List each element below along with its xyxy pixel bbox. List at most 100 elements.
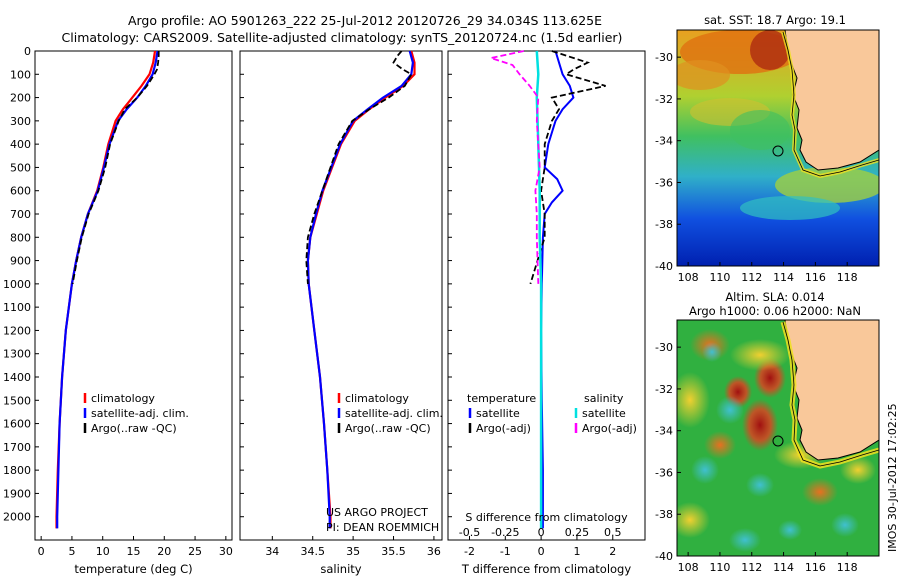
sla-anomaly [677,372,710,428]
y-tick-label: 1700 [3,441,31,454]
y-tick-label: 700 [10,208,31,221]
top-tick-label: 0 [538,526,545,539]
x-tick-label: 1 [573,545,580,558]
sla-anomaly [746,473,774,497]
x-tick-label: 35 [346,545,360,558]
legend-title: salinity [584,392,624,405]
legend-label: Argo(-adj) [582,422,637,435]
top-tick-label: 0.5 [604,526,622,539]
y-tick-label: 1900 [3,487,31,500]
y-tick-label: 2000 [3,511,31,524]
map-y-tick-label: -32 [655,93,673,106]
x-tick-label: 34 [265,545,279,558]
y-tick-label: 400 [10,138,31,151]
y-tick-label: 1600 [3,418,31,431]
map-x-tick-label: 112 [741,271,762,284]
sla-anomaly [702,342,722,362]
series-line [535,50,543,529]
sla-anomaly [802,478,838,506]
top-tick-label: 0.25 [565,526,590,539]
sla-anomaly [778,520,802,540]
map-y-tick-label: -40 [655,550,673,563]
x-axis-label: salinity [320,562,361,576]
series-line [71,51,160,285]
x-tick-label: 2 [609,545,616,558]
y-tick-label: 1100 [3,301,31,314]
legend-label: satellite-adj. clim. [345,407,443,420]
y-tick-label: 600 [10,185,31,198]
legend-label: satellite-adj. clim. [91,407,189,420]
x-axis-label: T difference from climatology [461,562,632,576]
sla-map: Altim. SLA: 0.014 Argo h1000: 0.06 h2000… [655,290,880,574]
map-x-tick-label: 112 [741,561,762,574]
x-tick-label: 35.5 [381,545,406,558]
y-tick-label: 300 [10,115,31,128]
legend-label: climatology [345,392,409,405]
legend-label: satellite [476,407,520,420]
sla-anomaly [691,456,719,484]
map-y-tick-label: -34 [655,425,673,438]
y-tick-label: 1300 [3,348,31,361]
series-line [305,50,413,284]
temperature-panel: 0100200300400500600700800900100011001200… [3,45,233,576]
legend-label: Argo(-adj) [476,422,531,435]
sla-map-title-2: Argo h1000: 0.06 h2000: NaN [689,304,861,318]
x-tick-label: 36 [427,545,441,558]
y-tick-label: 1500 [3,394,31,407]
project-label: US ARGO PROJECT [326,506,428,519]
plot-frame [447,50,646,541]
map-x-tick-label: 114 [773,561,794,574]
sla-anomaly [730,339,790,371]
legend-label: satellite [582,407,626,420]
sla-anomaly [716,396,744,424]
sla-anomaly [704,431,736,459]
map-x-tick-label: 116 [805,271,826,284]
map-x-tick-label: 110 [709,271,730,284]
map-y-tick-label: -30 [655,51,673,64]
x-tick-label: 10 [96,545,110,558]
map-y-tick-label: -36 [655,466,673,479]
series-line [529,50,606,285]
y-tick-label: 1000 [3,278,31,291]
legend-label: climatology [91,392,155,405]
x-tick-label: 5 [68,545,75,558]
plot-frame [34,50,233,541]
difference-panel: -2 -1 0 1 2 T difference from climatology -0.5… [447,50,646,576]
sst-map: sat. SST: 18.7 Argo: 19.1 108 110 112 114 11… [655,13,880,284]
y-tick-label: 1200 [3,324,31,337]
x-tick-label: -1 [500,545,511,558]
imos-timestamp: IMOS 30-Jul-2012 17:02:25 [886,403,899,552]
x-tick-label: 30 [219,545,233,558]
map-y-tick-label: -30 [655,341,673,354]
map-y-tick-label: -32 [655,383,673,396]
map-y-tick-label: -36 [655,176,673,189]
series-line [487,50,541,284]
y-tick-label: 900 [10,255,31,268]
y-tick-label: 0 [24,45,31,58]
map-y-tick-label: -38 [655,218,673,231]
x-tick-label: -2 [464,545,475,558]
pi-label: PI: DEAN ROEMMICH [326,521,439,534]
sst-map-title: sat. SST: 18.7 Argo: 19.1 [704,13,846,27]
y-tick-label: 1400 [3,371,31,384]
y-tick-label: 1800 [3,464,31,477]
sla-anomaly [742,399,778,451]
y-tick-label: 500 [10,161,31,174]
x-tick-label: 20 [157,545,171,558]
top-tick-label: -0.5 [459,526,480,539]
map-x-tick-label: 116 [805,561,826,574]
sst-argo-marker [772,145,784,157]
sla-map-title-1: Altim. SLA: 0.014 [725,290,824,304]
y-tick-label: 100 [10,68,31,81]
top-axis-label: S difference from climatology [465,511,628,524]
x-tick-label: 34.5 [300,545,325,558]
header-line-2: Climatology: CARS2009. Satellite-adjuste… [62,30,623,45]
map-x-tick-label: 110 [709,561,730,574]
map-x-tick-label: 108 [678,561,699,574]
legend-label: Argo(..raw -QC) [345,422,431,435]
x-tick-label: 15 [127,545,141,558]
salinity-panel: 34 34.5 35 35.5 36 salinity climatology satelli… [239,50,443,576]
header-line-1: Argo profile: AO 5901263_222 25-Jul-2012… [128,13,602,28]
map-y-tick-label: -40 [655,260,673,273]
